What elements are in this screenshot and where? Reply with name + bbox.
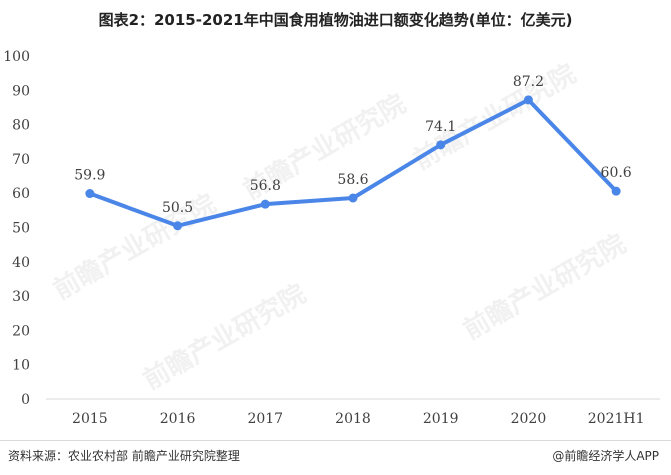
data-label: 50.5	[162, 200, 193, 216]
x-axis-ticks: 2015 2016 2017 2018 2019 2020 2021H1	[72, 411, 644, 427]
y-tick-label: 100	[3, 49, 30, 65]
y-tick-label: 90	[12, 83, 30, 99]
data-point	[173, 221, 183, 231]
data-label: 60.6	[601, 165, 632, 181]
y-tick-label: 40	[12, 255, 30, 271]
x-tick-label: 2020	[511, 411, 547, 427]
x-tick-label: 2016	[160, 411, 196, 427]
y-tick-label: 30	[12, 289, 30, 305]
data-label: 87.2	[513, 74, 544, 90]
x-tick-label: 2015	[72, 411, 108, 427]
watermark-text: 前瞻产业研究院	[48, 188, 221, 306]
data-label: 58.6	[337, 172, 368, 188]
data-label: 74.1	[425, 119, 456, 135]
y-tick-label: 50	[12, 221, 30, 237]
x-tick-label: 2021H1	[588, 411, 645, 427]
x-tick-label: 2018	[335, 411, 371, 427]
x-tick-label: 2019	[423, 411, 459, 427]
y-tick-label: 80	[12, 118, 30, 134]
watermark-text: 前瞻产业研究院	[138, 278, 311, 396]
data-label: 59.9	[74, 168, 105, 184]
data-point	[611, 186, 621, 196]
data-point	[436, 140, 446, 150]
watermark-text: 前瞻产业研究院	[458, 228, 631, 346]
data-labels: 59.9 50.5 56.8 58.6 74.1 87.2 60.6	[74, 74, 632, 216]
footer-divider	[0, 440, 671, 441]
y-axis-ticks: 0 10 20 30 40 50 60 70 80 90 100	[3, 49, 30, 408]
y-tick-label: 10	[12, 358, 30, 374]
y-tick-label: 60	[12, 186, 30, 202]
data-points	[85, 95, 621, 231]
data-point	[348, 193, 358, 203]
data-point	[523, 95, 533, 105]
data-label: 56.8	[250, 178, 281, 194]
data-point	[260, 199, 270, 209]
source-note: 资料来源：农业农村部 前瞻产业研究院整理	[8, 449, 240, 463]
data-point	[85, 189, 95, 199]
y-tick-label: 20	[12, 323, 30, 339]
x-tick-label: 2017	[247, 411, 283, 427]
brand-credit: @前瞻经济学人APP	[552, 449, 659, 463]
y-tick-label: 70	[12, 152, 30, 168]
y-tick-label: 0	[21, 392, 30, 408]
chart-title: 图表2：2015-2021年中国食用植物油进口额变化趋势(单位：亿美元)	[98, 11, 573, 29]
